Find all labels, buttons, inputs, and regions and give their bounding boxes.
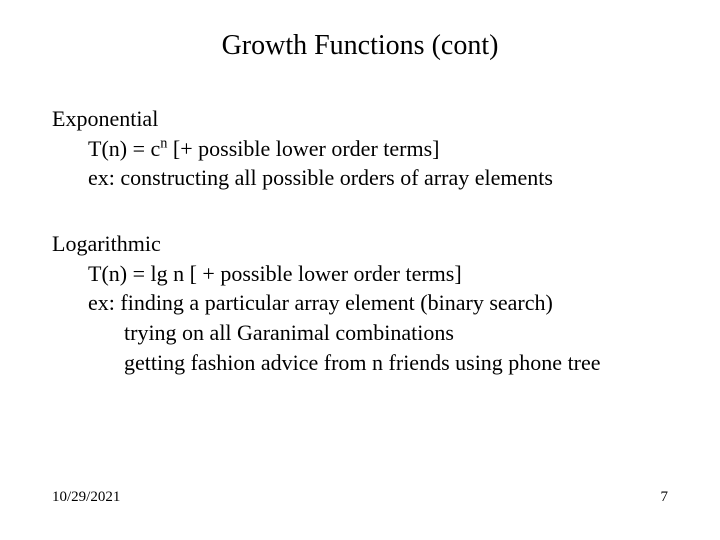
logarithmic-heading: Logarithmic bbox=[52, 229, 668, 259]
slide-body: Exponential T(n) = cn [+ possible lower … bbox=[52, 104, 668, 378]
slide-container: Growth Functions (cont) Exponential T(n)… bbox=[0, 0, 720, 378]
slide-title: Growth Functions (cont) bbox=[52, 30, 668, 62]
exponential-heading: Exponential bbox=[52, 104, 668, 134]
slide-footer: 10/29/2021 7 bbox=[52, 489, 668, 506]
logarithmic-ex1: ex: finding a particular array element (… bbox=[52, 288, 668, 318]
exp-formula-suffix: [+ possible lower order terms] bbox=[167, 136, 439, 161]
footer-page-number: 7 bbox=[661, 489, 669, 506]
footer-date: 10/29/2021 bbox=[52, 489, 120, 506]
logarithmic-ex3: getting fashion advice from n friends us… bbox=[52, 348, 668, 378]
exp-formula-prefix: T(n) = c bbox=[88, 136, 160, 161]
exponential-example: ex: constructing all possible orders of … bbox=[52, 163, 668, 193]
logarithmic-ex2: trying on all Garanimal combinations bbox=[52, 318, 668, 348]
section-gap bbox=[52, 193, 668, 229]
logarithmic-formula: T(n) = lg n [ + possible lower order ter… bbox=[52, 259, 668, 289]
exponential-formula: T(n) = cn [+ possible lower order terms] bbox=[52, 134, 668, 164]
